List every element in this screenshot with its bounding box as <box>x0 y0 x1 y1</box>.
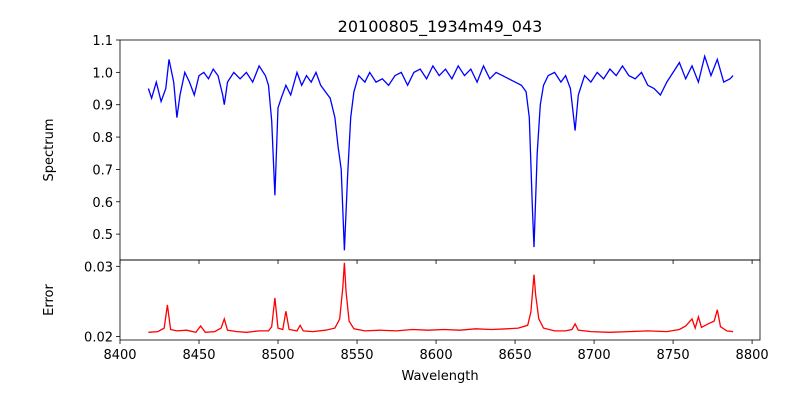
spectrum-ytick-label: 0.9 <box>92 99 113 114</box>
error-xtick-label: 8450 <box>182 348 215 363</box>
chart-title: 20100805_1934m49_043 <box>338 17 543 37</box>
error-xtick-label: 8700 <box>578 348 611 363</box>
spectrum-ytick-label: 0.8 <box>92 131 113 146</box>
error-series-line <box>148 262 734 334</box>
error-xtick-label: 8750 <box>657 348 690 363</box>
spectrum-ytick-label: 1.0 <box>92 66 113 81</box>
spectrum-ytick-label: 0.6 <box>92 196 113 211</box>
error-ylabel: Error <box>42 284 57 316</box>
error-xtick-label: 8500 <box>261 348 294 363</box>
spectrum-ytick-label: 0.5 <box>92 228 113 243</box>
error-xtick-label: 8400 <box>103 348 136 363</box>
error-ytick-label: 0.02 <box>84 330 113 345</box>
spectrum-ylabel: Spectrum <box>42 119 57 182</box>
error-xtick-label: 8600 <box>420 348 453 363</box>
x-axis-label: Wavelength <box>401 369 478 384</box>
error-xtick-label: 8650 <box>499 348 532 363</box>
error-frame <box>119 259 761 341</box>
error-ytick-label: 0.03 <box>84 260 113 275</box>
spectrum-ytick-label: 0.7 <box>92 163 113 178</box>
error-xtick-label: 8550 <box>340 348 373 363</box>
error-axes: 0.02 0.03 8400 8450 8500 8550 8600 8650 8700 8750… <box>84 259 769 363</box>
spectrum-axes: 0.5 0.6 0.7 0.8 0.9 1.0 1.1 <box>92 34 761 264</box>
error-xtick-label: 8800 <box>736 348 769 363</box>
spectrum-ytick-label: 1.1 <box>92 34 113 49</box>
spectrum-series-line <box>147 53 734 251</box>
